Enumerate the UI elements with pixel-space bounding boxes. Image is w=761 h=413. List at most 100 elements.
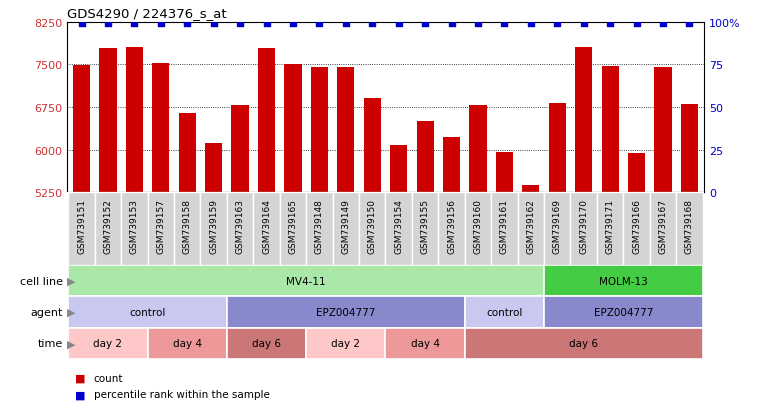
Bar [654,67,671,193]
Text: count: count [94,373,123,383]
Text: GSM739152: GSM739152 [103,199,113,254]
Point [472,21,484,28]
Text: EPZ004777: EPZ004777 [316,307,375,317]
Text: MOLM-13: MOLM-13 [599,276,648,286]
Bar [650,193,677,265]
Point [498,21,511,28]
Text: GSM739153: GSM739153 [130,199,139,254]
Bar [227,328,306,359]
Text: GSM739165: GSM739165 [288,199,298,254]
Bar [544,193,571,265]
Text: GSM739160: GSM739160 [473,199,482,254]
Bar [285,65,301,193]
Bar [465,297,544,328]
Point [75,21,88,28]
Text: GSM739161: GSM739161 [500,199,509,254]
Text: GSM739159: GSM739159 [209,199,218,254]
Text: GSM739171: GSM739171 [606,199,615,254]
Bar [549,104,566,193]
Text: GSM739156: GSM739156 [447,199,456,254]
Text: day 4: day 4 [173,339,202,349]
Bar [258,50,275,193]
Text: GSM739169: GSM739169 [552,199,562,254]
Text: ■: ■ [75,373,85,383]
Text: GSM739163: GSM739163 [236,199,244,254]
Text: GSM739151: GSM739151 [77,199,86,254]
Bar [179,114,196,193]
Text: EPZ004777: EPZ004777 [594,307,653,317]
Bar [152,64,170,193]
Bar [174,193,200,265]
Bar [253,193,280,265]
Point [366,21,378,28]
Point [314,21,326,28]
Point [657,21,669,28]
Text: percentile rank within the sample: percentile rank within the sample [94,389,269,399]
Bar [571,193,597,265]
Bar [522,185,540,193]
Bar [386,328,465,359]
Bar [200,193,227,265]
Bar [544,297,702,328]
Point [154,21,167,28]
Bar [517,193,544,265]
Text: MV4-11: MV4-11 [286,276,326,286]
Text: control: control [486,307,523,317]
Bar [231,106,249,193]
Point [393,21,405,28]
Text: cell line: cell line [20,276,63,286]
Text: GSM739155: GSM739155 [421,199,430,254]
Bar [337,68,355,193]
Bar [68,328,148,359]
Bar [390,146,407,193]
Point [208,21,220,28]
Bar [623,193,650,265]
Point [578,21,590,28]
Bar [68,265,544,297]
Bar [68,297,227,328]
Bar [416,121,434,193]
Bar [601,66,619,193]
Bar [148,193,174,265]
Point [181,21,193,28]
Bar [100,50,116,193]
Bar [359,193,386,265]
Point [630,21,642,28]
Bar [94,193,121,265]
Text: GSM739157: GSM739157 [156,199,165,254]
Bar [148,328,227,359]
Text: day 2: day 2 [331,339,360,349]
Bar [681,104,698,193]
Text: ▶: ▶ [67,276,75,286]
Bar [491,193,517,265]
Point [339,21,352,28]
Bar [443,137,460,193]
Point [604,21,616,28]
Bar [495,152,513,193]
Text: GDS4290 / 224376_s_at: GDS4290 / 224376_s_at [67,7,227,20]
Bar [333,193,359,265]
Point [234,21,246,28]
Bar [280,193,306,265]
Text: GSM739149: GSM739149 [341,199,350,254]
Text: ▶: ▶ [67,307,75,317]
Point [551,21,563,28]
Bar [628,153,645,193]
Bar [544,265,702,297]
Bar [438,193,465,265]
Bar [575,48,592,193]
Bar [306,193,333,265]
Text: agent: agent [30,307,63,317]
Text: GSM739148: GSM739148 [315,199,324,254]
Bar [227,297,465,328]
Point [260,21,272,28]
Bar [597,193,623,265]
Bar [310,67,328,193]
Bar [412,193,438,265]
Text: time: time [38,339,63,349]
Text: GSM739168: GSM739168 [685,199,694,254]
Text: day 2: day 2 [94,339,123,349]
Text: day 4: day 4 [411,339,440,349]
Bar [677,193,702,265]
Point [525,21,537,28]
